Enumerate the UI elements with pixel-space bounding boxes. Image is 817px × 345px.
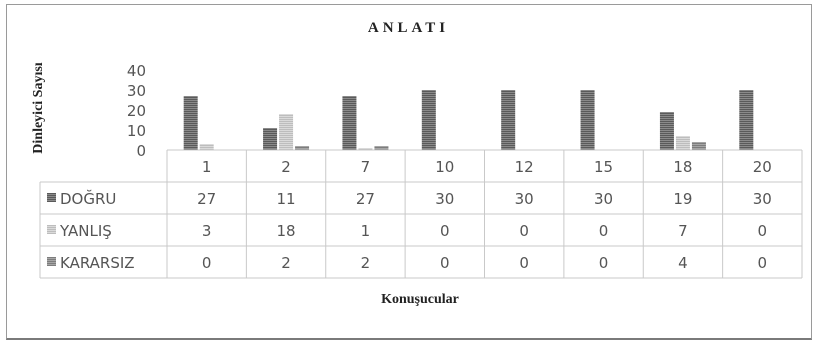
x-tick-label: 2 — [281, 158, 291, 176]
y-tick-label: 0 — [136, 142, 146, 160]
bar-yanliş-1 — [199, 144, 214, 150]
x-axis-label: Konuşucular — [381, 292, 459, 307]
legend-swatch-doğru — [47, 193, 56, 202]
bar-doğru-18 — [659, 112, 674, 150]
x-tick-label: 12 — [515, 158, 534, 176]
bar-doğru-1 — [183, 96, 198, 150]
x-tick-label: 7 — [361, 158, 371, 176]
data-label: 4 — [678, 254, 688, 272]
chart-title: ANLATI — [367, 20, 450, 36]
y-tick-label: 30 — [127, 82, 146, 100]
data-label: 11 — [277, 190, 296, 208]
bar-kararsiz-2 — [295, 146, 310, 150]
x-tick-label: 15 — [594, 158, 613, 176]
data-label: 30 — [435, 190, 454, 208]
bar-doğru-15 — [580, 90, 595, 150]
data-label: 0 — [599, 222, 609, 240]
bar-yanliş-7 — [358, 148, 373, 150]
data-label: 0 — [599, 254, 609, 272]
data-label: 19 — [673, 190, 692, 208]
data-label: 3 — [202, 222, 212, 240]
bar-yanliş-2 — [279, 114, 294, 150]
data-label: 0 — [758, 222, 768, 240]
bar-kararsiz-18 — [691, 142, 706, 150]
data-label: 30 — [515, 190, 534, 208]
y-tick-label: 10 — [127, 122, 146, 140]
data-label: 0 — [202, 254, 212, 272]
bar-kararsiz-7 — [374, 146, 389, 150]
legend-swatch-yanliş — [47, 225, 56, 234]
data-label: 1 — [361, 222, 371, 240]
data-label: 30 — [753, 190, 772, 208]
data-label: 27 — [356, 190, 375, 208]
chart-frame — [6, 4, 812, 340]
legend-label-doğru: DOĞRU — [60, 189, 116, 208]
y-tick-label: 20 — [127, 102, 146, 120]
data-label: 18 — [277, 222, 296, 240]
bar-doğru-20 — [739, 90, 754, 150]
x-tick-label: 1 — [202, 158, 212, 176]
x-tick-label: 20 — [753, 158, 772, 176]
y-tick-label: 40 — [127, 62, 146, 80]
bar-doğru-7 — [342, 96, 357, 150]
legend-label-kararsiz: KARARSIZ — [60, 254, 135, 272]
data-label: 2 — [361, 254, 371, 272]
data-label: 2 — [281, 254, 291, 272]
x-tick-label: 10 — [435, 158, 454, 176]
data-label: 27 — [197, 190, 216, 208]
legend-label-yanliş: YANLIŞ — [59, 222, 112, 240]
bar-yanliş-18 — [675, 136, 690, 150]
bar-doğru-2 — [263, 128, 278, 150]
data-label: 0 — [440, 254, 450, 272]
data-label: 0 — [519, 254, 529, 272]
legend-swatch-kararsiz — [47, 257, 56, 266]
data-label: 30 — [594, 190, 613, 208]
bar-doğru-12 — [501, 90, 516, 150]
x-tick-label: 18 — [673, 158, 692, 176]
data-label: 0 — [758, 254, 768, 272]
data-label: 0 — [440, 222, 450, 240]
data-label: 7 — [678, 222, 688, 240]
data-label: 0 — [519, 222, 529, 240]
bar-doğru-10 — [421, 90, 436, 150]
